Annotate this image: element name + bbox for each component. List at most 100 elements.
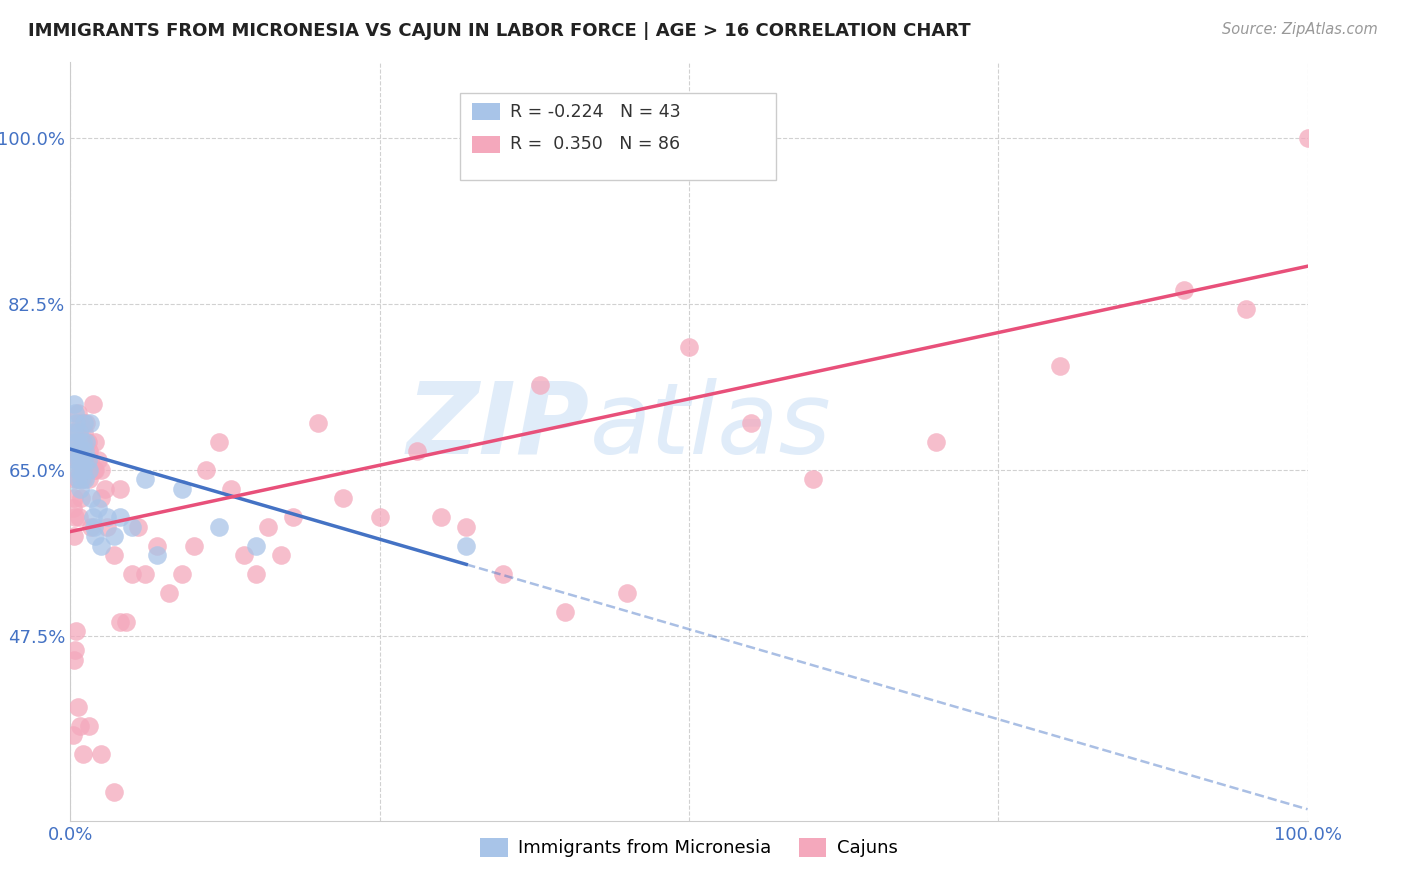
Point <box>63 529 86 543</box>
Point <box>69 444 91 458</box>
Point <box>66 700 89 714</box>
Point <box>66 434 89 449</box>
Point <box>67 453 90 467</box>
Text: R = -0.224   N = 43: R = -0.224 N = 43 <box>509 103 681 120</box>
Point <box>75 473 97 487</box>
Point <box>83 463 105 477</box>
Point <box>65 643 87 657</box>
Point <box>79 453 101 467</box>
Point <box>90 539 112 553</box>
Point <box>70 453 93 467</box>
Legend: Immigrants from Micronesia, Cajuns: Immigrants from Micronesia, Cajuns <box>474 830 904 864</box>
Point <box>63 397 86 411</box>
Point <box>740 416 762 430</box>
Point <box>183 539 205 553</box>
Point <box>65 473 87 487</box>
Point <box>801 473 824 487</box>
Point <box>84 529 107 543</box>
Point <box>134 473 156 487</box>
Point <box>96 520 118 534</box>
Point <box>80 491 103 506</box>
Point <box>77 463 100 477</box>
Point <box>80 520 103 534</box>
Point <box>257 520 280 534</box>
Point <box>73 425 96 439</box>
Point <box>65 434 87 449</box>
Point <box>67 434 90 449</box>
Point <box>554 605 576 619</box>
Point <box>82 510 104 524</box>
Point <box>170 567 193 582</box>
Point <box>72 434 94 449</box>
Point <box>66 406 89 420</box>
Point <box>1234 301 1257 316</box>
Point <box>75 463 97 477</box>
Point <box>208 434 231 449</box>
Point <box>65 510 87 524</box>
Point <box>65 444 87 458</box>
Point <box>529 377 551 392</box>
Point <box>108 510 131 524</box>
Point <box>65 453 87 467</box>
Point <box>103 785 125 799</box>
Point <box>66 444 89 458</box>
Point <box>79 416 101 430</box>
Point <box>127 520 149 534</box>
Point <box>678 340 700 354</box>
Point <box>77 473 100 487</box>
Point <box>108 615 131 629</box>
Text: ZIP: ZIP <box>406 378 591 475</box>
Point <box>73 416 96 430</box>
Point <box>65 416 87 430</box>
Point <box>195 463 218 477</box>
Point <box>75 453 97 467</box>
Text: Source: ZipAtlas.com: Source: ZipAtlas.com <box>1222 22 1378 37</box>
Point <box>63 652 86 666</box>
Point <box>66 463 89 477</box>
Point <box>103 529 125 543</box>
Point <box>90 491 112 506</box>
Point <box>492 567 515 582</box>
FancyBboxPatch shape <box>472 103 499 120</box>
Point <box>208 520 231 534</box>
Point <box>67 425 90 439</box>
Point <box>90 747 112 762</box>
Point <box>94 482 117 496</box>
Point <box>77 444 100 458</box>
Point <box>456 539 478 553</box>
Point <box>170 482 193 496</box>
Point <box>86 453 108 467</box>
Point <box>1173 283 1195 297</box>
Point <box>456 520 478 534</box>
Point <box>281 510 304 524</box>
Point <box>62 500 84 515</box>
Point <box>405 444 427 458</box>
Point <box>72 747 94 762</box>
Point <box>70 491 93 506</box>
Point <box>65 453 87 467</box>
Point <box>69 463 91 477</box>
Point <box>332 491 354 506</box>
Point <box>121 567 143 582</box>
Point <box>69 463 91 477</box>
Point <box>72 463 94 477</box>
Point <box>86 500 108 515</box>
Point <box>232 548 254 563</box>
Point <box>70 473 93 487</box>
Point <box>157 586 180 600</box>
Point <box>245 539 267 553</box>
Point <box>73 453 96 467</box>
Point <box>307 416 329 430</box>
Text: atlas: atlas <box>591 378 831 475</box>
Point <box>270 548 292 563</box>
Point <box>75 434 97 449</box>
Point <box>69 482 91 496</box>
Point <box>115 615 138 629</box>
Point <box>73 453 96 467</box>
Point <box>67 510 90 524</box>
Point <box>75 444 97 458</box>
Point <box>69 719 91 733</box>
Point <box>70 434 93 449</box>
Point <box>103 548 125 563</box>
Point <box>69 416 91 430</box>
